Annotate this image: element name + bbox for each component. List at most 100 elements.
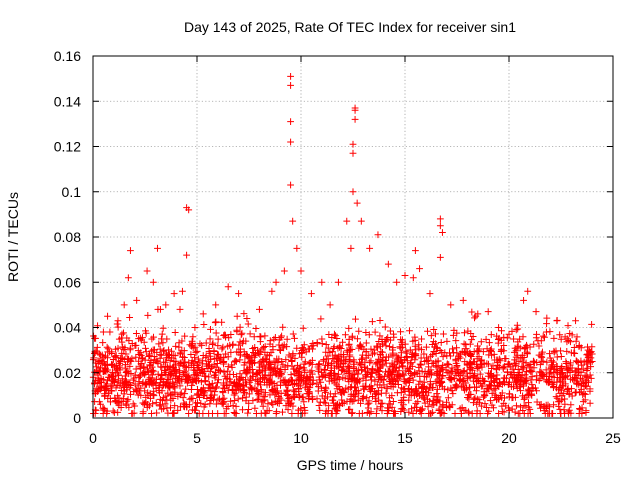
background-point <box>296 363 304 371</box>
background-point <box>236 356 244 364</box>
background-point <box>556 406 564 413</box>
data-point <box>393 278 401 286</box>
background-point <box>345 324 353 332</box>
background-point <box>125 403 133 411</box>
background-point <box>487 346 495 354</box>
background-point <box>212 318 220 326</box>
background-point <box>324 393 331 401</box>
y-tick-label: 0.14 <box>54 93 81 109</box>
background-point <box>397 405 405 413</box>
background-point <box>545 370 553 378</box>
background-point <box>160 394 168 402</box>
background-point <box>421 399 429 407</box>
background-point <box>366 386 374 394</box>
background-point <box>338 396 346 404</box>
background-point <box>306 374 314 382</box>
background-point <box>342 367 350 375</box>
background-point <box>444 394 452 402</box>
background-point <box>586 399 594 407</box>
background-point <box>551 365 559 373</box>
background-point <box>374 360 381 368</box>
background-point <box>277 334 285 341</box>
background-point <box>557 353 565 360</box>
data-point <box>268 287 276 295</box>
background-point <box>140 338 148 346</box>
background-point <box>249 397 257 405</box>
background-point <box>130 388 138 396</box>
background-point <box>253 386 261 394</box>
data-point <box>256 306 263 313</box>
background-point <box>284 406 292 414</box>
background-point <box>149 391 157 398</box>
background-point <box>425 363 432 371</box>
background-point <box>412 385 420 393</box>
background-point <box>148 410 155 417</box>
data-point <box>335 278 342 286</box>
background-point <box>256 348 264 356</box>
background-point <box>402 347 410 355</box>
background-point <box>509 365 517 373</box>
background-point <box>517 380 525 388</box>
background-point <box>189 333 197 341</box>
background-point <box>473 400 481 408</box>
background-point <box>442 366 450 374</box>
background-point <box>237 385 244 393</box>
background-point <box>235 349 243 357</box>
background-point <box>393 357 401 365</box>
background-point <box>523 349 531 357</box>
background-point <box>575 381 583 388</box>
data-point <box>513 321 521 329</box>
background-point <box>253 410 260 417</box>
data-point <box>272 278 280 286</box>
background-point <box>436 368 444 375</box>
background-point <box>118 354 126 362</box>
background-point <box>176 349 184 357</box>
background-point <box>490 404 497 412</box>
background-point <box>176 382 184 390</box>
background-point <box>452 337 460 344</box>
background-point <box>238 329 246 337</box>
background-point <box>206 352 214 360</box>
background-point <box>506 360 514 368</box>
data-point <box>297 267 305 275</box>
background-point <box>367 345 375 353</box>
background-point <box>397 372 405 380</box>
background-point <box>249 360 256 368</box>
background-point <box>563 347 571 355</box>
data-point <box>416 265 423 273</box>
background-point <box>108 373 116 381</box>
background-point <box>232 387 240 395</box>
axis-ticks <box>92 55 614 419</box>
background-point <box>512 353 520 361</box>
background-point <box>502 355 510 362</box>
background-point <box>216 355 224 363</box>
data-point <box>95 358 103 365</box>
background-point <box>277 396 285 404</box>
background-point <box>337 360 344 368</box>
y-tick-label: 0.06 <box>54 274 81 290</box>
background-point <box>94 322 101 330</box>
background-point <box>452 357 460 365</box>
background-point <box>524 361 532 369</box>
background-point <box>448 401 456 409</box>
background-point <box>399 363 407 370</box>
background-point <box>573 333 581 341</box>
background-point <box>328 348 336 356</box>
background-point <box>369 350 376 358</box>
background-point <box>371 328 379 336</box>
background-point <box>181 332 189 340</box>
background-point <box>333 335 341 342</box>
background-point <box>567 401 575 409</box>
background-point <box>198 342 206 349</box>
background-point <box>581 390 589 398</box>
background-point <box>526 406 534 413</box>
background-point <box>154 306 162 313</box>
background-point <box>131 342 139 350</box>
background-point <box>308 367 316 375</box>
background-point <box>240 382 247 389</box>
background-point <box>537 404 544 412</box>
background-point <box>469 358 477 366</box>
background-point <box>362 348 370 356</box>
background-point <box>330 343 338 351</box>
background-point <box>372 390 380 398</box>
